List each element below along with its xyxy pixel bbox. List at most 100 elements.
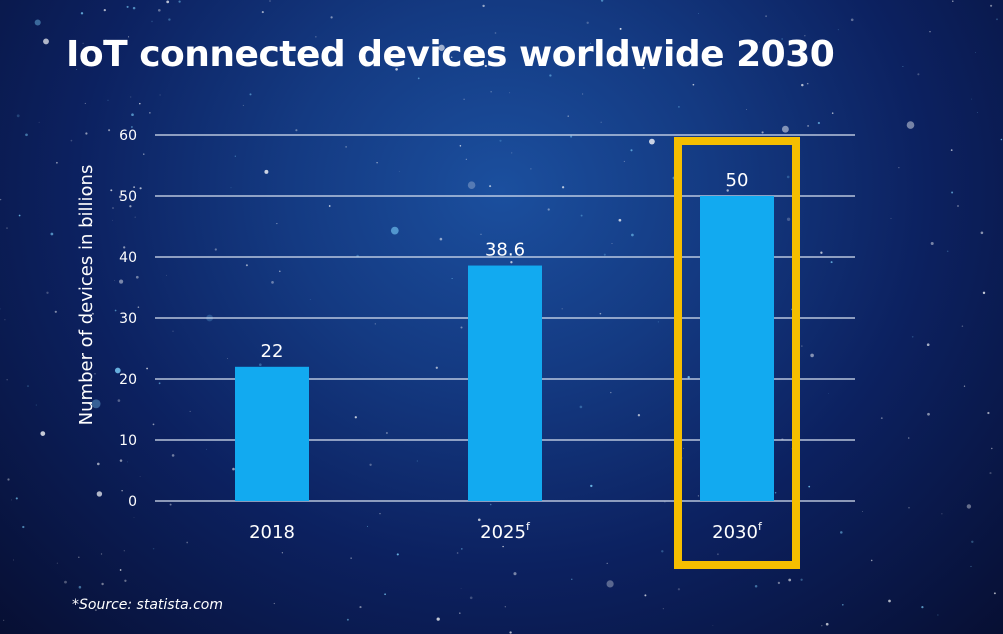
sparkle-dot: [13, 559, 14, 561]
sparkle-dot: [649, 138, 655, 145]
y-tick-label: 0: [128, 494, 137, 510]
sparkle-dot: [118, 195, 122, 199]
sparkle-dot: [345, 146, 347, 148]
sparkle-dot: [930, 241, 934, 246]
sparkle-dot: [151, 20, 153, 23]
sparkle-dot: [206, 448, 208, 450]
sparkle-dot: [687, 376, 690, 379]
sparkle-dot: [119, 569, 122, 571]
sparkle-dot: [119, 279, 124, 284]
sparkle-dot: [821, 625, 823, 627]
y-axis-label: Number of devices in billions: [76, 165, 97, 426]
sparkle-dot: [119, 459, 123, 462]
sparkle-dot: [801, 83, 804, 87]
sparkle-dot: [46, 291, 49, 294]
sparkle-dot: [880, 417, 883, 419]
sparkle-dot: [232, 467, 235, 471]
sparkle-dot: [490, 91, 492, 93]
sparkle-dot: [112, 207, 114, 209]
sparkle-dot: [123, 550, 125, 552]
sparkle-dot: [226, 358, 228, 360]
sparkle-dot: [365, 53, 366, 54]
bar-2025: [468, 265, 542, 501]
sparkle-dot: [35, 404, 37, 406]
sparkle-dot: [245, 264, 248, 267]
sparkle-dot: [670, 46, 673, 50]
sparkle-dot: [101, 582, 104, 586]
sparkle-dot: [825, 622, 829, 626]
sparkle-dot: [158, 382, 161, 385]
sparkle-dot: [650, 56, 652, 58]
sparkle-dot: [152, 423, 155, 426]
sparkle-dot: [692, 83, 695, 86]
sparkle-dot: [1000, 138, 1003, 141]
x-axis-categories: 2018 2025f 2030f: [249, 520, 763, 543]
sparkle-dot: [128, 36, 130, 38]
sparkle-dot: [242, 104, 244, 106]
sparkle-dot: [214, 248, 217, 251]
sparkle-dot: [315, 36, 317, 38]
sparkle-dot: [911, 335, 914, 338]
sparkle-dot: [25, 133, 28, 137]
sparkle-dot: [494, 32, 497, 34]
sparkle-dot: [606, 562, 608, 565]
sparkle-dot: [264, 169, 269, 174]
sparkle-dot: [366, 525, 368, 527]
sparkle-dot: [618, 218, 622, 222]
sparkle-dot: [989, 472, 992, 475]
sparkle-dot: [435, 366, 438, 369]
sparkle-dot: [990, 4, 993, 7]
sparkle-dot: [908, 506, 910, 509]
sparkle-dot: [43, 38, 49, 45]
value-labels: 22 38.6 50: [261, 170, 749, 362]
sparkle-dot: [127, 461, 128, 463]
sparkle-dot: [166, 274, 167, 276]
sparkle-dot: [463, 98, 465, 100]
sparkle-dot: [841, 603, 844, 606]
sparkle-dot: [159, 94, 161, 96]
sparkle-dot: [172, 330, 174, 332]
sparkle-dot: [6, 379, 8, 381]
sparkle-dot: [354, 416, 357, 419]
sparkle-dot: [590, 42, 592, 44]
sparkle-dot: [117, 399, 121, 402]
sparkle-dot: [975, 52, 976, 53]
sparkle-dot: [76, 69, 77, 70]
sparkle-dot: [105, 39, 107, 41]
bar-2018: [235, 366, 309, 501]
sparkle-dot: [590, 484, 593, 488]
sparkle-dot: [152, 547, 155, 550]
category-label-2025: 2025f: [480, 520, 531, 543]
sparkle-dot: [980, 231, 984, 235]
sparkle-dot: [777, 581, 781, 585]
sparkle-dot: [82, 42, 84, 45]
sparkle-dot: [987, 411, 990, 415]
sparkle-dot: [369, 463, 372, 466]
sparkle-dot: [384, 593, 386, 596]
sparkle-dot: [309, 299, 311, 300]
sparkle-dot: [135, 275, 139, 279]
sparkle-dot: [385, 431, 388, 435]
sparkle-dot: [600, 0, 604, 2]
sparkle-dot: [417, 77, 420, 80]
sparkle-dot: [114, 367, 121, 374]
sparkle-dot: [698, 13, 699, 14]
sparkle-dot: [906, 121, 915, 129]
sparkle-dot: [379, 513, 381, 515]
sparkle-dot: [146, 367, 149, 370]
y-tick-label: 20: [119, 372, 137, 388]
sparkle-dot: [489, 503, 492, 506]
sparkle-dot: [658, 48, 660, 50]
sparkle-dot: [340, 65, 342, 67]
sparkle-dot: [271, 281, 274, 284]
sparkle-dot: [579, 405, 583, 409]
source-note: *Source: statista.com: [72, 597, 224, 613]
sparkle-dot: [937, 614, 939, 616]
sparkle-dot: [781, 125, 789, 133]
sparkle-dot: [599, 312, 602, 315]
sparkle-dot: [169, 503, 172, 506]
sparkle-dot: [631, 233, 634, 237]
sparkle-dot: [731, 531, 734, 533]
y-tick-label: 10: [119, 433, 137, 449]
sparkle-dot: [758, 41, 761, 43]
